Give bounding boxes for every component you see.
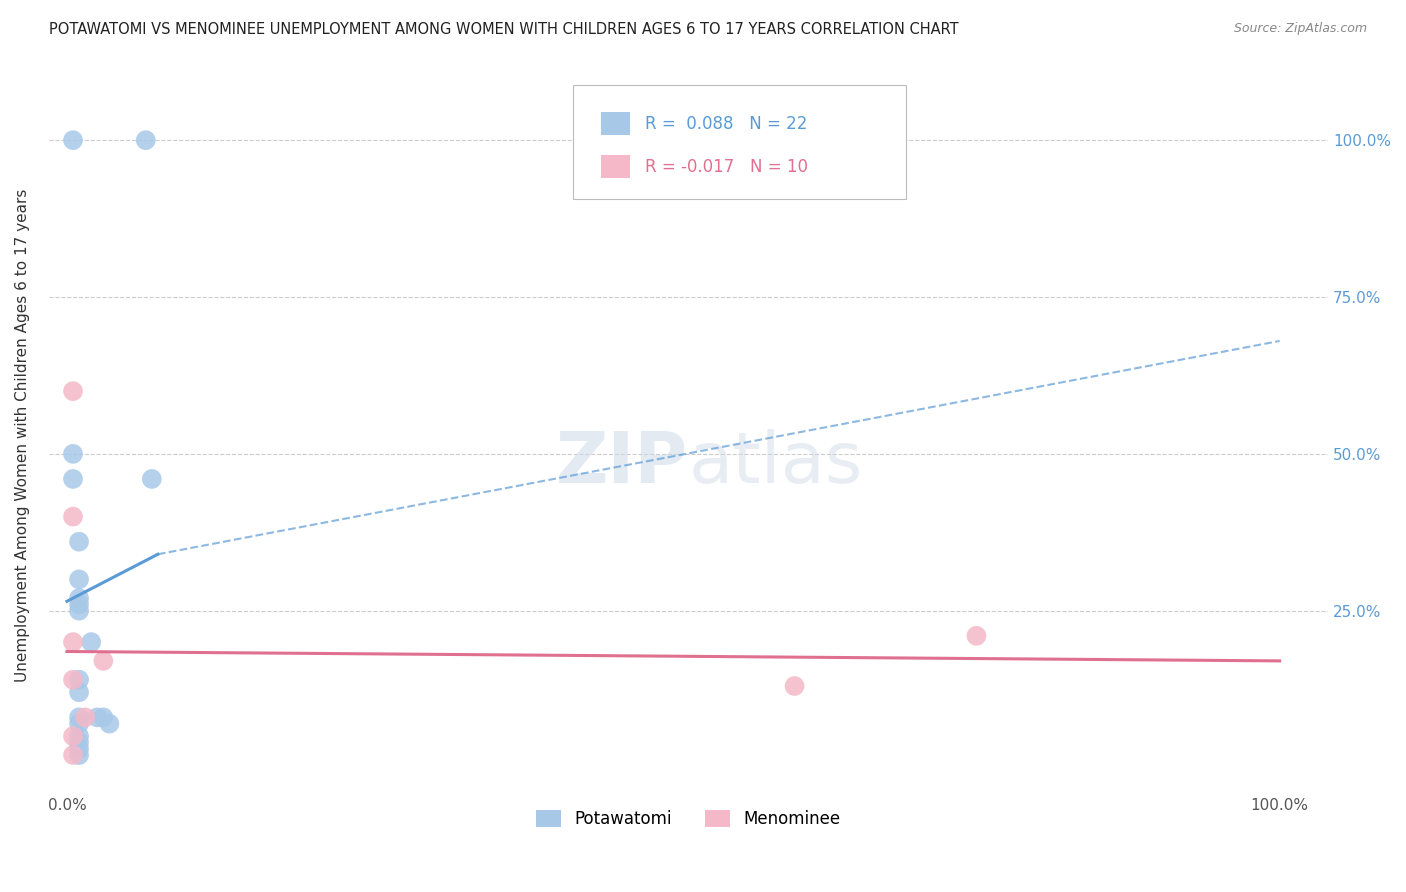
Point	[67, 747, 90, 762]
Point	[75, 710, 97, 724]
Point	[67, 673, 90, 687]
Point	[62, 447, 84, 461]
Point	[98, 716, 121, 731]
Bar	[602, 155, 630, 178]
Text: R = -0.017   N = 10: R = -0.017 N = 10	[645, 158, 808, 176]
Point	[80, 635, 103, 649]
Text: POTAWATOMI VS MENOMINEE UNEMPLOYMENT AMONG WOMEN WITH CHILDREN AGES 6 TO 17 YEAR: POTAWATOMI VS MENOMINEE UNEMPLOYMENT AMO…	[49, 22, 959, 37]
Point	[62, 509, 84, 524]
Text: R =  0.088   N = 22: R = 0.088 N = 22	[645, 115, 807, 133]
FancyBboxPatch shape	[574, 85, 905, 199]
Text: Source: ZipAtlas.com: Source: ZipAtlas.com	[1233, 22, 1367, 36]
Point	[67, 598, 90, 612]
Point	[91, 654, 114, 668]
Point	[135, 133, 157, 147]
Bar	[602, 112, 630, 136]
Text: atlas: atlas	[689, 429, 863, 498]
Point	[965, 629, 987, 643]
Legend: Potawatomi, Menominee: Potawatomi, Menominee	[530, 803, 848, 834]
Point	[67, 741, 90, 756]
Point	[62, 729, 84, 743]
Point	[67, 710, 90, 724]
Point	[67, 716, 90, 731]
Point	[67, 685, 90, 699]
Point	[91, 710, 114, 724]
Point	[67, 729, 90, 743]
Point	[62, 133, 84, 147]
Point	[67, 604, 90, 618]
Y-axis label: Unemployment Among Women with Children Ages 6 to 17 years: Unemployment Among Women with Children A…	[15, 188, 30, 681]
Point	[67, 572, 90, 586]
Point	[141, 472, 163, 486]
Point	[67, 534, 90, 549]
Point	[86, 710, 108, 724]
Point	[62, 747, 84, 762]
Point	[67, 735, 90, 749]
Point	[67, 591, 90, 606]
Point	[783, 679, 806, 693]
Point	[62, 472, 84, 486]
Point	[62, 673, 84, 687]
Point	[62, 384, 84, 398]
Point	[62, 635, 84, 649]
Text: ZIP: ZIP	[557, 429, 689, 498]
